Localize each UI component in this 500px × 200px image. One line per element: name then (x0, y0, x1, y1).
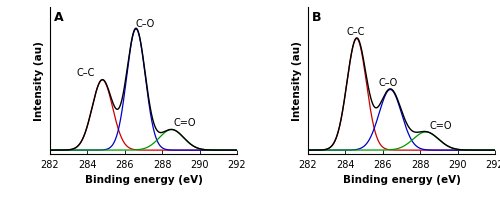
Text: C–O: C–O (379, 78, 398, 88)
Y-axis label: Intensity (au): Intensity (au) (292, 41, 302, 121)
X-axis label: Binding energy (eV): Binding energy (eV) (342, 174, 460, 184)
Text: C=O: C=O (174, 118, 196, 127)
Text: C–O: C–O (136, 19, 155, 29)
Text: A: A (54, 11, 64, 24)
Text: B: B (312, 11, 322, 24)
Text: C–C: C–C (76, 68, 94, 78)
Y-axis label: Intensity (au): Intensity (au) (34, 41, 44, 121)
X-axis label: Binding energy (eV): Binding energy (eV) (84, 174, 202, 184)
Text: C–C: C–C (346, 27, 365, 37)
Text: C=O: C=O (430, 120, 452, 130)
